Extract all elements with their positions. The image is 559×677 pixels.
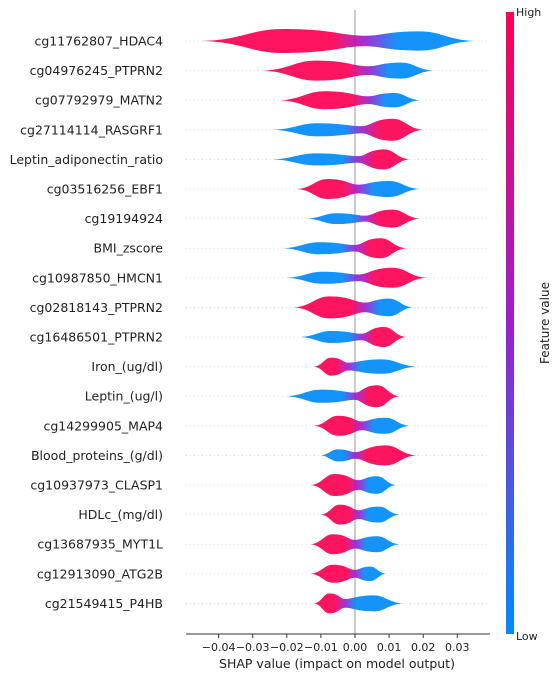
- violin-cg03516256-ebf1: [297, 179, 420, 199]
- violin-bmi-zscore: [283, 238, 407, 259]
- feature-label: cg12913090_ATG2B: [37, 566, 163, 581]
- x-tick-label: −0.03: [236, 641, 270, 654]
- x-tick-label: 0.03: [445, 641, 470, 654]
- violin-cg14299905-map4: [314, 415, 410, 436]
- violin-cg10937973-clasp1: [310, 474, 396, 496]
- feature-label: cg27114114_RASGRF1: [20, 122, 163, 137]
- feature-label: cg04976245_PTPRN2: [30, 63, 163, 78]
- violin-iron-ug-dl-: [314, 357, 417, 376]
- feature-label: BMI_zscore: [94, 241, 164, 256]
- violin-hdlc-mg-dl-: [320, 504, 400, 525]
- feature-label: cg13687935_MYT1L: [37, 537, 163, 552]
- violin-cg13687935-myt1l: [310, 534, 400, 555]
- x-tick-label: 0.01: [377, 641, 402, 654]
- feature-labels: cg11762807_HDAC4 cg04976245_PTPRN2 cg07792…: [10, 34, 164, 611]
- x-tick-label: −0.04: [202, 641, 236, 654]
- x-axis: −0.04 −0.03 −0.02 −0.01 0.00 0.01 0.02 0.03: [186, 633, 490, 654]
- violin-cg10987850-hmcn1: [286, 267, 427, 288]
- feature-label: Leptin_(ug/l): [85, 389, 163, 404]
- violin-cg12913090-atg2b: [310, 564, 386, 583]
- feature-label: Leptin_adiponectin_ratio: [10, 152, 163, 167]
- feature-label: cg21549415_P4HB: [45, 596, 163, 611]
- feature-label: cg19194924: [85, 211, 163, 226]
- x-tick-label: −0.01: [304, 641, 338, 654]
- violin-cg11762807-hdac4: [201, 29, 475, 53]
- violin-leptin-ug-l-: [286, 385, 400, 408]
- colorbar-gradient: [506, 12, 514, 634]
- violin-cg07792979-matn2: [279, 91, 420, 110]
- feature-label: HDLc_(mg/dl): [78, 507, 163, 522]
- feature-label: cg02818143_PTPRN2: [30, 300, 163, 315]
- feature-label: cg16486501_PTPRN2: [30, 330, 163, 345]
- colorbar-low-label: Low: [516, 630, 538, 643]
- violin-leptin-adiponectin-ratio: [273, 149, 410, 170]
- violin-cg19194924: [307, 209, 420, 228]
- x-tick-label: 0.00: [343, 641, 368, 654]
- feature-label: Blood_proteins_(g/dl): [31, 448, 163, 463]
- x-tick-label: 0.02: [411, 641, 436, 654]
- colorbar-title: Feature value: [538, 282, 552, 364]
- feature-label: cg14299905_MAP4: [43, 418, 163, 433]
- x-tick-label: −0.02: [270, 641, 304, 654]
- feature-label: Iron_(ug/dl): [91, 359, 163, 374]
- feature-label: cg11762807_HDAC4: [35, 34, 164, 49]
- violin-group: [201, 29, 475, 614]
- violin-cg04976245-ptprn2: [262, 60, 434, 81]
- x-axis-label: SHAP value (impact on model output): [219, 656, 455, 671]
- colorbar: High Low Feature value: [506, 6, 552, 643]
- feature-label: cg10987850_HMCN1: [32, 270, 163, 285]
- colorbar-high-label: High: [516, 6, 541, 19]
- feature-label: cg07792979_MATN2: [35, 93, 163, 108]
- feature-label: cg10937973_CLASP1: [30, 478, 163, 493]
- violin-cg02818143-ptprn2: [293, 296, 413, 319]
- feature-label: cg03516256_EBF1: [47, 182, 163, 197]
- violin-cg21549415-p4hb: [314, 593, 403, 614]
- violin-cg27114114-rasgrf1: [273, 118, 424, 141]
- violin-cg16486501-ptprn2: [300, 327, 407, 347]
- violin-blood-proteins-g-dl-: [320, 445, 417, 466]
